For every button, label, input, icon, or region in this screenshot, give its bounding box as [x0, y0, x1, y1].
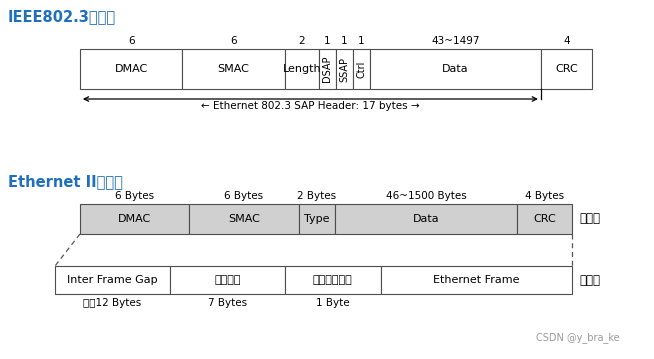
Text: Data: Data	[442, 64, 469, 74]
Text: Type: Type	[304, 214, 330, 224]
Bar	[284, 266, 381, 294]
Text: 6 Bytes: 6 Bytes	[115, 191, 154, 201]
Text: 1 Byte: 1 Byte	[316, 298, 349, 308]
Bar	[190, 204, 299, 234]
Text: Inter Frame Gap: Inter Frame Gap	[67, 275, 158, 285]
Bar	[284, 49, 319, 89]
Text: DMAC: DMAC	[118, 214, 151, 224]
Text: CSDN @y_bra_ke: CSDN @y_bra_ke	[536, 332, 620, 343]
Text: DMAC: DMAC	[114, 64, 148, 74]
Bar	[370, 49, 541, 89]
Text: 最少12 Bytes: 最少12 Bytes	[83, 298, 141, 308]
Bar	[80, 49, 182, 89]
Text: 2: 2	[299, 36, 305, 46]
Text: 前同步码: 前同步码	[214, 275, 241, 285]
Text: SMAC: SMAC	[218, 64, 250, 74]
Text: Length: Length	[283, 64, 321, 74]
Bar	[335, 204, 517, 234]
Text: 2 Bytes: 2 Bytes	[298, 191, 336, 201]
Bar	[299, 204, 335, 234]
Bar	[170, 266, 284, 294]
Text: 7 Bytes: 7 Bytes	[208, 298, 247, 308]
Text: 4 Bytes: 4 Bytes	[525, 191, 564, 201]
Bar	[80, 204, 190, 234]
Text: DSAP: DSAP	[322, 56, 332, 82]
Text: 帧开始定界符: 帧开始定界符	[313, 275, 353, 285]
Bar	[182, 49, 284, 89]
Text: 1: 1	[341, 36, 348, 46]
Text: ← Ethernet 802.3 SAP Header: 17 bytes →: ← Ethernet 802.3 SAP Header: 17 bytes →	[201, 101, 420, 111]
Text: 1: 1	[324, 36, 331, 46]
Bar	[353, 49, 370, 89]
Text: 6 Bytes: 6 Bytes	[224, 191, 264, 201]
Bar	[319, 49, 336, 89]
Text: Data: Data	[413, 214, 439, 224]
Text: CRC: CRC	[555, 64, 577, 74]
Text: SSAP: SSAP	[339, 56, 349, 81]
Text: 链路层: 链路层	[579, 213, 600, 225]
Text: 1: 1	[358, 36, 365, 46]
Bar	[55, 266, 170, 294]
Bar	[336, 49, 353, 89]
Text: 43~1497: 43~1497	[431, 36, 480, 46]
Text: 46~1500 Bytes: 46~1500 Bytes	[386, 191, 466, 201]
Text: 4: 4	[563, 36, 570, 46]
Text: SMAC: SMAC	[228, 214, 260, 224]
Text: IEEE802.3格式：: IEEE802.3格式：	[8, 9, 116, 24]
Bar	[541, 49, 592, 89]
Text: 6: 6	[128, 36, 135, 46]
Text: CRC: CRC	[533, 214, 556, 224]
Text: Ethernet II格式：: Ethernet II格式：	[8, 174, 123, 189]
Text: 物理层: 物理层	[579, 274, 600, 286]
Text: Ctrl: Ctrl	[356, 60, 367, 78]
Text: Ethernet Frame: Ethernet Frame	[433, 275, 519, 285]
Bar	[381, 266, 572, 294]
Bar	[517, 204, 572, 234]
Text: 6: 6	[230, 36, 237, 46]
